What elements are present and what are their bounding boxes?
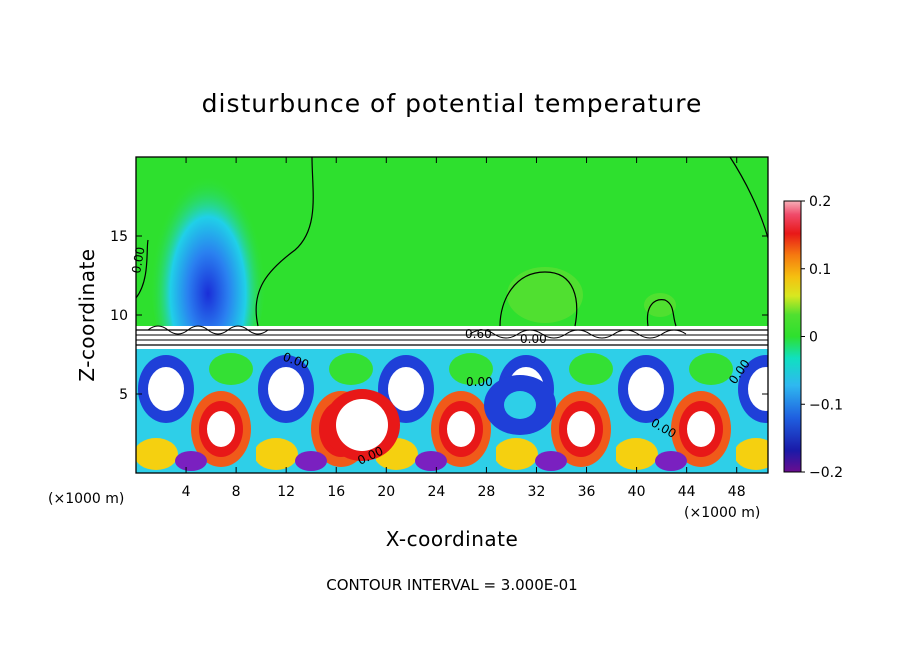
warm-eddy-core xyxy=(336,399,388,451)
turbulent-layer xyxy=(136,349,768,473)
boundary-band xyxy=(136,326,768,349)
colorbar-tick-label: 0 xyxy=(809,330,818,346)
chart-title: disturbunce of potential temperature xyxy=(202,89,703,118)
colorbar-ticks: 0.2 0.1 0 −0.1 −0.2 xyxy=(801,194,843,481)
contour-cluster xyxy=(147,325,269,335)
x-tick-label: 40 xyxy=(628,484,646,500)
contour-line xyxy=(135,239,149,299)
x-tick-label: 44 xyxy=(678,484,696,500)
x-tick-label: 20 xyxy=(377,484,395,500)
contour-line xyxy=(646,299,677,327)
x-tick-label: 4 xyxy=(182,484,191,500)
plot-area: 0.00 0.60 0.00 0.00 0.00 0.00 0.00 0.00 xyxy=(129,152,769,474)
colorbar-tick-label: 0.2 xyxy=(809,194,831,210)
contour-label: 0.00 xyxy=(129,246,147,275)
x-unit-right: (×1000 m) xyxy=(684,505,760,521)
x-tick-label: 24 xyxy=(427,484,445,500)
contour-line xyxy=(499,271,578,327)
x-tick-label: 8 xyxy=(232,484,241,500)
y-tick-label: 15 xyxy=(110,229,128,245)
contour-label: 0.00 xyxy=(466,375,493,389)
warm-patch xyxy=(507,267,583,323)
y-tick-label: 5 xyxy=(119,387,128,403)
y-axis: 5 10 15 xyxy=(110,229,768,403)
cold-eddy-core xyxy=(504,391,536,419)
colorbar-ramp xyxy=(783,200,802,473)
contour-line xyxy=(729,156,769,239)
contour-label: 0.60 xyxy=(465,327,492,341)
y-axis-title: Z-coordinate xyxy=(75,248,99,381)
contour-cluster xyxy=(469,329,687,339)
colorbar-tick-label: −0.2 xyxy=(809,465,843,481)
x-axis: 4 8 12 16 20 24 28 32 36 40 44 48 xyxy=(182,157,746,500)
x-unit-left: (×1000 m) xyxy=(48,491,124,507)
x-tick-label: 12 xyxy=(277,484,295,500)
x-tick-label: 16 xyxy=(327,484,345,500)
warm-patch-2 xyxy=(644,293,676,317)
x-tick-label: 32 xyxy=(528,484,546,500)
colorbar: 0.2 0.1 0 −0.1 −0.2 xyxy=(783,194,843,481)
x-tick-label: 28 xyxy=(478,484,496,500)
x-tick-label: 48 xyxy=(728,484,746,500)
x-tick-label: 36 xyxy=(578,484,596,500)
contour-line xyxy=(255,156,314,327)
x-axis-title: X-coordinate xyxy=(386,527,519,551)
contour-label: 0.00 xyxy=(520,332,547,346)
y-tick-label: 10 xyxy=(110,308,128,324)
colorbar-tick-label: 0.1 xyxy=(809,262,831,278)
colorbar-tick-label: −0.1 xyxy=(809,397,843,413)
contour-interval-note: CONTOUR INTERVAL = 3.000E-01 xyxy=(326,576,577,594)
